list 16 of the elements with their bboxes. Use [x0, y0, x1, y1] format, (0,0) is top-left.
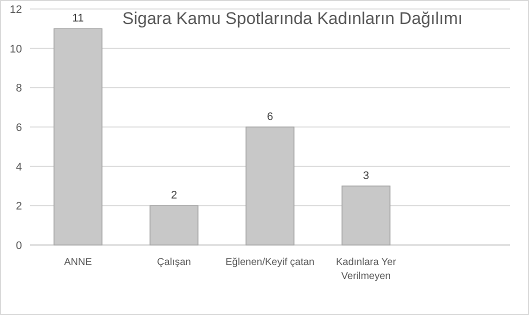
y-tick-label: 2: [16, 200, 22, 213]
y-tick-label: 0: [16, 240, 22, 252]
data-label: 3: [362, 170, 370, 182]
y-tick-label: 10: [10, 43, 22, 56]
y-tick-label: 6: [16, 122, 22, 134]
x-tick-label: Eğlenen/Keyif çatan: [226, 257, 314, 268]
chart-title: Sigara Kamu Spotlarında Kadınların Dağılımı: [122, 9, 463, 28]
y-tick-label: 4: [16, 161, 22, 174]
y-tick-label: 8: [16, 82, 22, 95]
x-tick-label: Çalışan: [157, 257, 191, 268]
y-tick-label: 12: [10, 4, 22, 16]
x-tick-label: Kadınlara Yer Verilmeyen: [336, 257, 397, 282]
data-label: 6: [266, 111, 274, 123]
data-label: 2: [170, 190, 178, 202]
data-label: 11: [72, 12, 84, 25]
x-tick-label: ANNE: [64, 257, 92, 268]
